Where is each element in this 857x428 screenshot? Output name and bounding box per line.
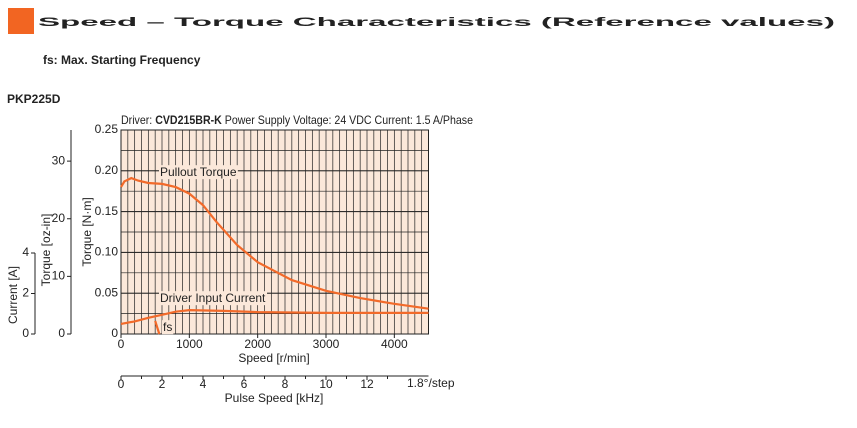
y2-tick-label: 10 [52, 269, 66, 283]
series-label-bg [162, 320, 174, 335]
y3-tick-label: 2 [22, 286, 29, 300]
series-label: fs [163, 320, 172, 334]
series-label-bg [159, 291, 268, 306]
x2-tick-label: 0 [118, 377, 125, 391]
x-tick-label: 0 [118, 337, 125, 351]
series-label-bg [159, 165, 238, 180]
y-tick-label: 0 [111, 326, 118, 340]
series-label: Driver Input Current [160, 291, 266, 305]
page-title: Speed – Torque Characteristics (Referenc… [38, 15, 835, 29]
condition: Current: 1.5 A/Phase [375, 113, 474, 127]
series-label: Pullout Torque [160, 165, 237, 179]
y-tick-label: 0.10 [95, 245, 119, 259]
y3-tick-label: 0 [22, 326, 29, 340]
model: PKP225D [7, 92, 61, 106]
y-tick-label: 0.05 [95, 285, 119, 299]
series-line [154, 320, 161, 335]
subtitle: fs: Max. Starting Frequency [43, 53, 201, 67]
y-tick-label: 0.25 [95, 122, 119, 136]
condition: Power Supply Voltage: 24 VDC [225, 113, 372, 127]
x2-tick-label: 4 [200, 377, 207, 391]
x-tick-label: 4000 [381, 337, 408, 351]
series-line [120, 308, 429, 325]
x2-note: 1.8°/step [407, 376, 455, 390]
x2-tick-label: 8 [282, 377, 289, 391]
x2-tick-label: 2 [159, 377, 166, 391]
x-tick-label: 2000 [244, 337, 271, 351]
y-tick-label: 0.20 [95, 163, 119, 177]
y2-tick-label: 0 [58, 326, 65, 340]
condition: CVD215BR-K [155, 113, 222, 127]
x2-tick-label: 6 [241, 377, 248, 391]
x2-tick-label: 10 [319, 377, 333, 391]
y3-tick-label: 4 [22, 245, 29, 259]
x2-axis-label: Pulse Speed [kHz] [225, 391, 324, 405]
y2-axis-label: Torque [oz-in] [39, 214, 53, 287]
y2-tick-label: 30 [52, 153, 66, 167]
title-marker [8, 8, 34, 34]
condition: Driver: [121, 113, 152, 127]
y-tick-label: 0.15 [95, 204, 119, 218]
y3-axis-label: Current [A] [6, 266, 20, 324]
conditions: Driver: CVD215BR-K Power Supply Voltage:… [121, 113, 473, 127]
series-line [120, 176, 429, 310]
x2-tick-label: 12 [360, 377, 374, 391]
x-tick-label: 1000 [176, 337, 203, 351]
y-axis-label: Torque [N·m] [80, 197, 94, 266]
x-tick-label: 3000 [313, 337, 340, 351]
x-axis-label: Speed [r/min] [238, 351, 309, 365]
y2-tick-label: 20 [52, 211, 66, 225]
